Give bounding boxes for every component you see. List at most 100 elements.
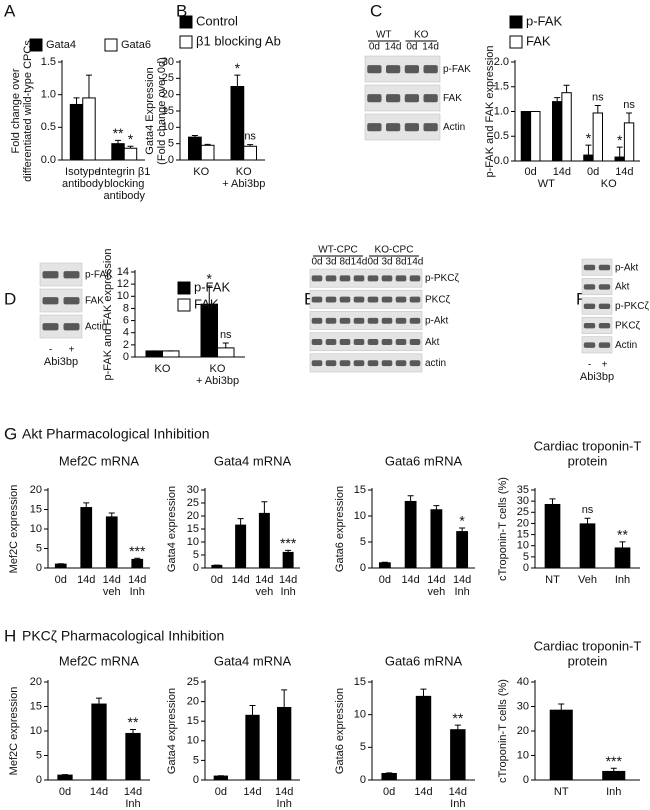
chart-title: protein bbox=[568, 653, 608, 668]
error-bar bbox=[594, 105, 601, 113]
error-bar bbox=[261, 501, 268, 514]
error-bar bbox=[130, 729, 136, 734]
legend-label: β1 blocking Ab bbox=[196, 33, 281, 48]
blot-strip bbox=[581, 258, 613, 276]
error-bar bbox=[206, 285, 213, 305]
chart-title: Mef2C mRNA bbox=[59, 653, 140, 668]
y-tick-label: 15 bbox=[187, 715, 199, 727]
y-tick-label: 14 bbox=[117, 266, 129, 278]
x-tick-label: 14d bbox=[255, 574, 273, 586]
significance-label: ns bbox=[220, 329, 232, 341]
error-bar bbox=[191, 135, 198, 138]
y-tick-label: 5 bbox=[360, 741, 366, 753]
bar bbox=[415, 695, 432, 781]
legend-swatch bbox=[104, 38, 118, 52]
bar bbox=[54, 563, 67, 569]
bar bbox=[82, 97, 96, 161]
x-tick-label: KO bbox=[193, 166, 209, 178]
blot-band bbox=[404, 94, 419, 103]
blot-band bbox=[598, 322, 611, 329]
y-tick-label: 15 bbox=[517, 528, 529, 540]
y-tick-label: 20 bbox=[30, 484, 42, 496]
x-tick-label: 0d bbox=[211, 574, 223, 586]
blot-band bbox=[381, 296, 393, 303]
bar bbox=[614, 156, 625, 162]
blot-band bbox=[325, 339, 337, 345]
y-tick-label: 20 bbox=[30, 676, 42, 688]
blot-band bbox=[583, 342, 596, 348]
x-tick-label: 14d bbox=[427, 574, 445, 586]
y-tick-label: 1.5 bbox=[41, 56, 56, 68]
chart-title: Gata6 mRNA bbox=[385, 453, 463, 468]
significance-label: ns bbox=[582, 504, 594, 516]
panel-letter: H bbox=[4, 626, 16, 645]
significance-label: * bbox=[235, 60, 241, 76]
x-tick-label: 14d bbox=[124, 786, 142, 798]
blot-band bbox=[423, 123, 438, 132]
y-tick-label: 10 bbox=[187, 536, 199, 548]
lane-label: 14d bbox=[422, 42, 439, 53]
error-bar bbox=[204, 143, 211, 146]
y-tick-label: 0.5 bbox=[494, 130, 509, 142]
y-tick-label: 0.0 bbox=[494, 155, 509, 167]
y-tick-label: 10 bbox=[30, 523, 42, 535]
chart-title: Gata4 mRNA bbox=[214, 653, 292, 668]
y-axis-label: Gata6 expression bbox=[334, 486, 346, 572]
bar bbox=[245, 714, 260, 781]
blot-band bbox=[367, 296, 379, 303]
x-tick-label: + Abi3bp bbox=[196, 375, 239, 387]
x-tick-label: + Abi3bp bbox=[222, 178, 265, 190]
y-tick-label: 5 bbox=[168, 138, 174, 150]
blot-band bbox=[583, 264, 596, 271]
x-tick-label: 14d bbox=[103, 574, 121, 586]
y-tick-label: 5 bbox=[36, 542, 42, 554]
x-tick-label: 0d bbox=[379, 574, 391, 586]
x-tick-label: KO bbox=[210, 363, 226, 375]
blot-band bbox=[367, 94, 382, 103]
blot-band bbox=[395, 360, 407, 367]
blot-band bbox=[325, 317, 337, 324]
blot-band bbox=[404, 123, 419, 132]
y-tick-label: 2 bbox=[123, 339, 129, 351]
bar bbox=[188, 136, 202, 161]
blot-band bbox=[367, 65, 382, 74]
blot-row-label: PKCζ bbox=[425, 294, 451, 305]
x-tick-label: antibody bbox=[62, 178, 104, 190]
blot-strip bbox=[309, 311, 423, 330]
blot-row-label: Akt bbox=[425, 337, 440, 348]
x-tick-label: veh bbox=[103, 586, 121, 598]
y-tick-label: 10 bbox=[30, 725, 42, 737]
lane-label: 3d bbox=[381, 257, 392, 268]
blot-band bbox=[395, 339, 407, 345]
y-tick-label: 5 bbox=[523, 551, 529, 563]
y-tick-label: 30 bbox=[187, 484, 199, 496]
blot-band bbox=[63, 271, 80, 279]
y-tick-label: 0.0 bbox=[41, 154, 56, 166]
y-tick-label: 25 bbox=[162, 72, 174, 84]
x-tick-label: NT bbox=[554, 786, 569, 798]
significance-label: ** bbox=[113, 125, 124, 141]
y-axis-label: Mef2C expression bbox=[8, 485, 20, 574]
blot-row-label: Actin bbox=[615, 340, 637, 351]
y-tick-label: 15 bbox=[354, 484, 366, 496]
y-tick-label: 0 bbox=[36, 774, 42, 786]
error-bar bbox=[85, 74, 92, 98]
y-tick-label: 1.0 bbox=[494, 105, 509, 117]
y-tick-label: 10 bbox=[354, 709, 366, 721]
x-tick-label: 14d bbox=[275, 786, 293, 798]
bar bbox=[430, 509, 443, 569]
bar bbox=[213, 775, 228, 781]
bar bbox=[258, 512, 270, 569]
y-tick-label: 35 bbox=[517, 484, 529, 496]
y-axis-label: cTroponin-T cells (%) bbox=[497, 477, 509, 581]
y-tick-label: 0 bbox=[123, 351, 129, 363]
bar bbox=[456, 531, 469, 569]
panel-letter: B bbox=[176, 1, 187, 20]
y-axis-label: Gata4 expression bbox=[166, 688, 178, 774]
chart-title: protein bbox=[568, 453, 608, 468]
y-tick-label: 15 bbox=[187, 523, 199, 535]
blot-strip bbox=[581, 297, 613, 315]
lane-label: - bbox=[49, 345, 52, 356]
blot-strip bbox=[581, 278, 613, 296]
